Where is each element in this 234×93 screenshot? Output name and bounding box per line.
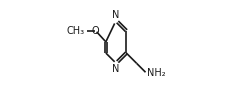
Text: CH₃: CH₃ xyxy=(67,26,85,36)
Text: N: N xyxy=(112,10,120,20)
Text: O: O xyxy=(92,26,99,36)
Text: NH₂: NH₂ xyxy=(147,68,166,78)
Text: N: N xyxy=(112,64,120,74)
